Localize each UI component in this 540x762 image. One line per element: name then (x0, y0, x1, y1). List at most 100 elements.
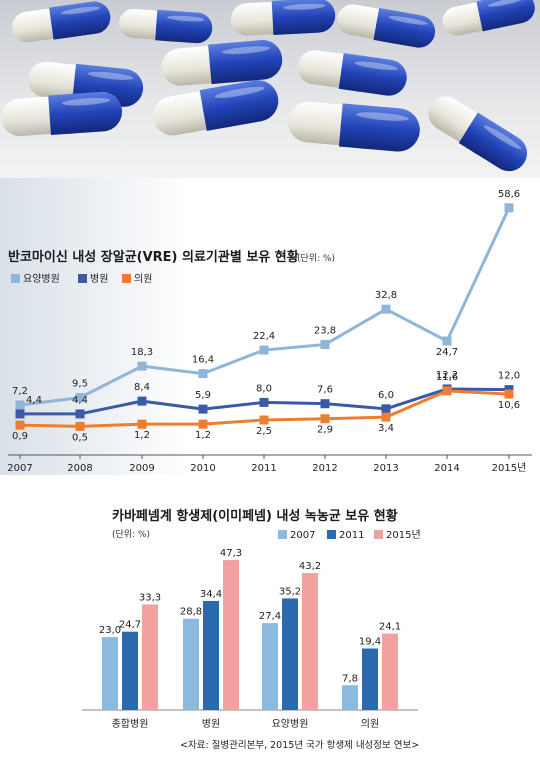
data-label-nursing: 16,4 (192, 355, 214, 366)
x-tick-label: 2008 (67, 463, 92, 474)
category-label: 요양병원 (272, 718, 309, 730)
data-point-clinic (259, 415, 269, 425)
x-tick-label: 2014 (434, 463, 459, 474)
x-tick-label: 2015년 (492, 462, 527, 474)
data-point-nursing (75, 393, 85, 403)
legend-swatch-2011 (327, 530, 336, 539)
data-point-nursing (259, 345, 269, 355)
data-label-hospital: 4,4 (26, 395, 42, 406)
legend-swatch-hospital (78, 274, 87, 283)
bar-label-2011: 34,4 (200, 589, 222, 600)
bar-label-2015: 24,1 (379, 622, 401, 633)
x-tick-label: 2009 (129, 463, 154, 474)
data-point-hospital (259, 397, 269, 407)
bar-2007 (342, 685, 358, 710)
data-point-nursing (381, 304, 391, 314)
data-label-nursing: 32,8 (375, 290, 397, 301)
data-point-hospital (320, 399, 330, 409)
data-point-hospital (198, 404, 208, 414)
data-point-clinic (504, 389, 514, 399)
data-label-hospital: 4,4 (72, 395, 88, 406)
data-label-hospital: 12,0 (498, 371, 520, 382)
chart1-x-ticks: 2007 2008 2009 2010 2011 2012 2013 2014 2015년 (7, 455, 526, 474)
legend-swatch-2015 (374, 530, 383, 539)
bar-2011 (282, 598, 298, 710)
bar-label-2015: 47,3 (220, 548, 242, 559)
series-nursing: 7,2 9,5 18,3 16,4 22,4 23,8 32,8 24,7 58,6 (12, 189, 520, 410)
data-point-hospital (75, 409, 85, 419)
data-label-nursing: 22,4 (253, 331, 275, 342)
crpa-bar-chart: 카바페넴계 항생제(이미페넴) 내성 녹농균 보유 현황 (단위: %) 200… (0, 475, 540, 762)
data-point-nursing (15, 400, 25, 410)
chart1-title: 반코마이신 내성 장알균(VRE) 의료기관별 보유 현황 (8, 249, 299, 265)
capsule-icon (229, 0, 337, 38)
data-point-nursing (504, 203, 514, 213)
bar-2007 (102, 637, 118, 710)
bar-label-2015: 33,3 (139, 592, 161, 603)
bar-label-2007: 23,0 (99, 625, 121, 636)
category-label: 병원 (202, 718, 220, 730)
data-label-hospital: 8,0 (256, 383, 272, 394)
x-tick-label: 2013 (373, 463, 398, 474)
chart1-legend: 요양병원 병원 의원 (11, 273, 152, 285)
data-point-hospital (137, 396, 147, 406)
bar-2007 (183, 618, 199, 710)
legend-swatch-2007 (278, 530, 287, 539)
data-point-clinic (381, 412, 391, 422)
x-tick-label: 2011 (251, 463, 276, 474)
legend-swatch-clinic (122, 274, 131, 283)
data-label-nursing: 58,6 (498, 189, 520, 200)
data-point-clinic (137, 419, 147, 429)
data-label-clinic: 2,5 (256, 426, 272, 437)
legend-label-2007: 2007 (290, 530, 315, 541)
data-label-hospital: 5,9 (195, 390, 211, 401)
chart2-categories: 종합병원 병원 요양병원 의원 (112, 718, 380, 730)
data-label-clinic: 2,9 (317, 425, 333, 436)
data-point-nursing (320, 340, 330, 350)
data-label-clinic: 1,2 (195, 430, 211, 441)
data-point-nursing (198, 369, 208, 379)
bar-2011 (362, 648, 378, 710)
legend-label-clinic: 의원 (134, 273, 152, 285)
bar-label-2007: 28,8 (180, 607, 202, 618)
chart2-unit: (단위: %) (112, 529, 150, 540)
data-label-nursing: 18,3 (131, 347, 153, 358)
bar-2015 (142, 604, 158, 710)
data-point-clinic (75, 421, 85, 431)
bar-label-2015: 43,2 (299, 561, 321, 572)
legend-label-2011: 2011 (339, 530, 364, 541)
data-point-hospital (381, 404, 391, 414)
x-tick-label: 2007 (7, 463, 32, 474)
data-point-clinic (15, 420, 25, 430)
data-label-clinic: 3,4 (378, 423, 394, 434)
data-label-clinic: 11,6 (436, 372, 458, 383)
capsules-photo-icon (0, 0, 540, 178)
data-label-nursing: 7,2 (12, 386, 28, 397)
data-label-hospital: 12,2 (436, 370, 458, 381)
bar-label-2011: 19,4 (359, 637, 381, 648)
legend-label-2015: 2015년 (386, 529, 421, 541)
category-label: 종합병원 (112, 718, 149, 730)
bar-label-2011: 35,2 (279, 586, 301, 597)
chart1-series: 7,29,518,316,422,423,832,824,758,64,4 4,4… (12, 189, 520, 444)
data-label-hospital: 7,6 (317, 385, 333, 396)
bar-2015 (223, 560, 239, 710)
data-point-hospital (15, 409, 25, 419)
bar-label-2007: 7,8 (342, 673, 358, 684)
bar-2011 (203, 600, 219, 710)
data-label-clinic: 10,6 (498, 400, 520, 411)
data-point-nursing (137, 361, 147, 371)
chart1-unit: (단위: %) (297, 253, 335, 264)
data-label-nursing: 9,5 (72, 379, 88, 390)
bar-2011 (122, 631, 138, 710)
series-clinic: 0,9 0,5 1,2 1,2 2,5 2,9 3,4 11,6 10,6 (12, 372, 520, 444)
data-label-nursing: 24,7 (436, 347, 458, 358)
data-point-clinic (442, 386, 452, 396)
bar-2015 (382, 633, 398, 710)
data-point-clinic (320, 414, 330, 424)
bar-2007 (262, 623, 278, 710)
chart2-source: <자료: 질병관리본부, 2015년 국가 항생제 내성정보 연보> (180, 739, 419, 751)
x-tick-label: 2012 (312, 463, 337, 474)
data-label-clinic: 0,9 (12, 431, 28, 442)
